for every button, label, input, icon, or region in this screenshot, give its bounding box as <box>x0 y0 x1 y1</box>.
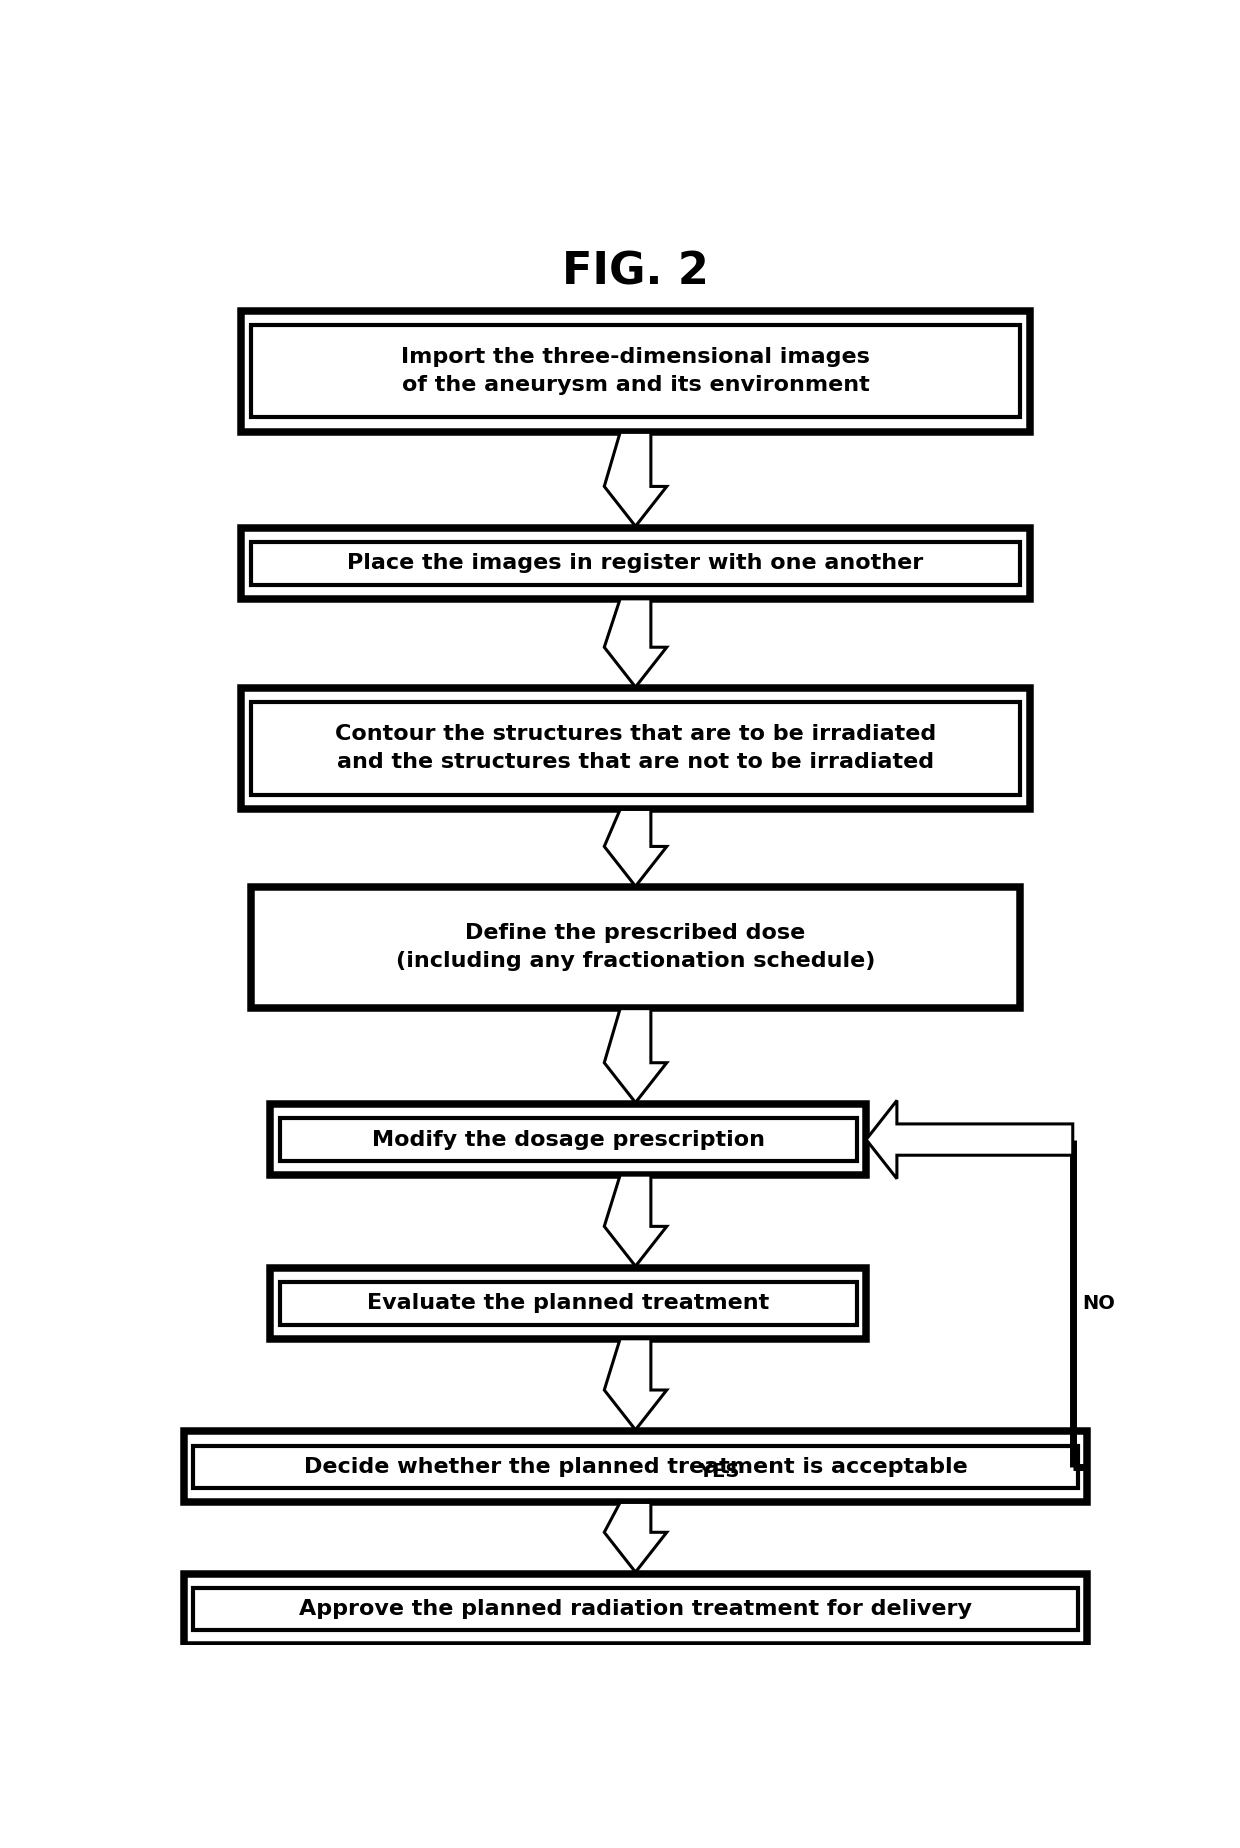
Polygon shape <box>866 1100 1073 1179</box>
Bar <box>280 1118 857 1161</box>
Bar <box>193 1445 1078 1488</box>
Polygon shape <box>604 1175 667 1266</box>
Bar <box>242 529 1029 599</box>
Text: Import the three-dimensional images
of the aneurysm and its environment: Import the three-dimensional images of t… <box>401 347 870 395</box>
Polygon shape <box>604 809 667 887</box>
Bar <box>250 887 1021 1007</box>
Bar <box>250 541 1019 584</box>
Polygon shape <box>604 599 667 687</box>
Bar <box>270 1103 867 1175</box>
Bar <box>184 1574 1087 1645</box>
Text: Modify the dosage prescription: Modify the dosage prescription <box>372 1129 765 1149</box>
Text: NO: NO <box>1083 1294 1115 1312</box>
Bar <box>280 1283 857 1325</box>
Text: Place the images in register with one another: Place the images in register with one an… <box>347 553 924 573</box>
Polygon shape <box>604 1502 667 1573</box>
Text: YES: YES <box>698 1462 739 1480</box>
Polygon shape <box>604 432 667 527</box>
Text: Decide whether the planned treatment is acceptable: Decide whether the planned treatment is … <box>304 1456 967 1477</box>
Text: Contour the structures that are to be irradiated
and the structures that are not: Contour the structures that are to be ir… <box>335 724 936 772</box>
Bar <box>242 310 1029 432</box>
Bar <box>193 1587 1078 1630</box>
Bar <box>270 1268 867 1338</box>
Text: Define the prescribed dose
(including any fractionation schedule): Define the prescribed dose (including an… <box>396 924 875 972</box>
Bar <box>242 687 1029 809</box>
Polygon shape <box>604 1338 667 1430</box>
Bar <box>250 325 1019 418</box>
Text: Evaluate the planned treatment: Evaluate the planned treatment <box>367 1294 769 1314</box>
Text: FIG. 2: FIG. 2 <box>562 249 709 294</box>
Bar <box>250 702 1019 795</box>
Polygon shape <box>604 1009 667 1103</box>
Text: Approve the planned radiation treatment for delivery: Approve the planned radiation treatment … <box>299 1599 972 1619</box>
Bar <box>184 1430 1087 1502</box>
